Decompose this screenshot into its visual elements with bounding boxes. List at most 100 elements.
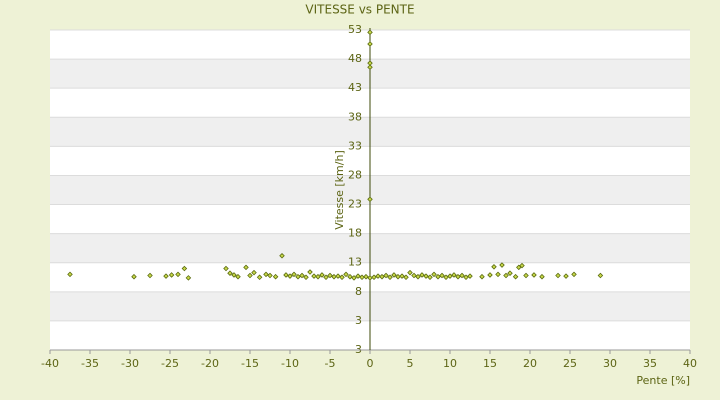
point (168, 272, 175, 278)
y-tick-label: 48 (348, 52, 362, 65)
point (523, 272, 529, 279)
point (439, 272, 445, 279)
point (371, 274, 377, 281)
x-tick-label: -35 (81, 357, 99, 370)
point (67, 271, 73, 278)
x-tick-label: -20 (201, 357, 219, 370)
point (303, 274, 309, 281)
x-tick-label: 25 (563, 357, 577, 370)
point (311, 273, 317, 279)
x-tick-label: -25 (161, 357, 179, 370)
x-axis-title: Pente [%] (636, 374, 690, 387)
point (367, 41, 373, 47)
point (367, 64, 373, 71)
point (415, 273, 421, 280)
point (403, 274, 409, 281)
point (487, 272, 493, 278)
point (235, 273, 241, 280)
point (451, 272, 457, 278)
point (223, 265, 229, 272)
x-tick-label: -30 (121, 357, 139, 370)
point (423, 273, 429, 279)
x-tick-label: 20 (523, 357, 537, 370)
point (459, 272, 465, 279)
x-tick-label: 40 (683, 357, 697, 370)
point (399, 273, 405, 279)
x-tick-label: 10 (443, 357, 457, 370)
point (387, 274, 393, 281)
point (351, 275, 357, 281)
point (479, 273, 485, 280)
y-tick-label: 23 (348, 198, 362, 211)
point (247, 272, 253, 279)
point (367, 196, 373, 203)
point (571, 271, 577, 278)
point (555, 272, 561, 279)
point (411, 272, 417, 279)
point (307, 269, 313, 275)
point (339, 274, 345, 281)
point (343, 271, 349, 278)
point (467, 273, 473, 279)
point (256, 274, 263, 281)
point (563, 273, 569, 279)
point (503, 272, 509, 279)
y-tick-label: 8 (355, 285, 362, 298)
point (231, 272, 237, 278)
x-tick-label: -15 (241, 357, 259, 370)
point (443, 274, 449, 281)
point (335, 273, 341, 279)
point (597, 272, 604, 279)
point (455, 273, 461, 280)
point (375, 273, 381, 279)
y-axis-title: Vitesse [km/h] (333, 150, 346, 230)
point (363, 273, 369, 280)
point (283, 272, 289, 278)
point (295, 273, 301, 280)
y-tick-label: 18 (348, 227, 362, 240)
point (431, 271, 437, 278)
point (291, 271, 297, 278)
point (383, 272, 389, 279)
point (435, 273, 441, 280)
point (495, 271, 501, 278)
point (181, 265, 188, 272)
point (272, 273, 279, 280)
point (447, 273, 453, 279)
y-tick-label: 53 (348, 23, 362, 36)
point (299, 272, 305, 279)
point (163, 273, 169, 279)
x-tick-label: 35 (643, 357, 657, 370)
point (243, 264, 249, 271)
y-tick-label: 3 (355, 314, 362, 327)
point (185, 275, 192, 281)
x-tick-label: 30 (603, 357, 617, 370)
point (379, 273, 385, 280)
point (279, 252, 285, 259)
y-tick-label: 33 (348, 139, 362, 152)
point (147, 272, 153, 279)
y-tick-label: 43 (348, 81, 362, 94)
point (512, 273, 519, 280)
point (131, 273, 137, 280)
point (315, 273, 321, 280)
point (367, 29, 373, 36)
point (251, 269, 257, 276)
point (287, 273, 293, 279)
point (407, 269, 413, 276)
x-tick-label: -10 (281, 357, 299, 370)
point (499, 262, 505, 268)
x-tick-label: 0 (367, 357, 374, 370)
point (323, 274, 329, 281)
point (539, 273, 545, 280)
point (519, 262, 525, 269)
point (347, 273, 353, 280)
point (367, 60, 373, 66)
y-tick-label: 28 (348, 168, 362, 181)
y-tick-label: 13 (348, 256, 362, 269)
point (507, 270, 513, 276)
point (175, 271, 181, 278)
point (319, 272, 325, 278)
point (227, 270, 233, 276)
